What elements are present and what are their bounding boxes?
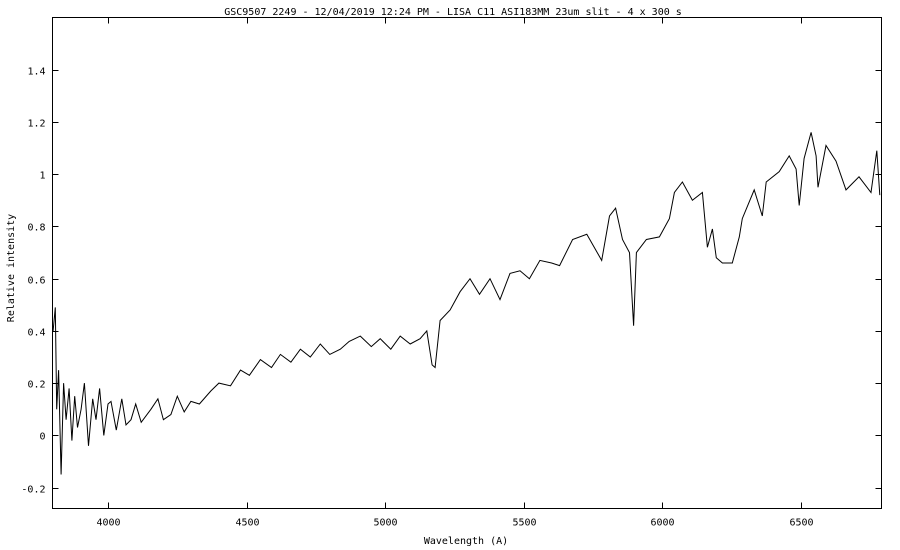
chart-title: GSC9507 2249 - 12/04/2019 12:24 PM - LIS…: [224, 7, 682, 18]
x-tick-label: 5000: [373, 518, 397, 529]
plot-frame: [52, 17, 882, 509]
spectrum-line: [52, 132, 881, 475]
x-axis: 4000 4500 5000 5500 6000 6500: [96, 17, 814, 529]
y-axis-label: Relative intensity: [6, 214, 17, 322]
y-tick-label: 1: [39, 171, 45, 182]
x-tick-label: 4500: [235, 518, 259, 529]
y-tick-label: 0.6: [27, 276, 45, 287]
y-tick-label: 1.4: [27, 67, 45, 78]
y-tick-label: 0.2: [27, 380, 45, 391]
y-tick-label: 1.2: [27, 119, 45, 130]
x-tick-label: 6000: [650, 518, 674, 529]
x-tick-label: 5500: [512, 518, 536, 529]
x-tick-label: 4000: [96, 518, 120, 529]
y-tick-label: 0.8: [27, 223, 45, 234]
x-tick-label: 6500: [789, 518, 813, 529]
y-tick-label: 0.4: [27, 328, 45, 339]
y-tick-label: 0: [39, 432, 45, 443]
x-axis-label: Wavelength (A): [424, 536, 508, 547]
y-axis: -0.2 0 0.2 0.4 0.6 0.8 1 1.2 1.4: [21, 67, 882, 496]
y-tick-label: -0.2: [21, 485, 45, 496]
